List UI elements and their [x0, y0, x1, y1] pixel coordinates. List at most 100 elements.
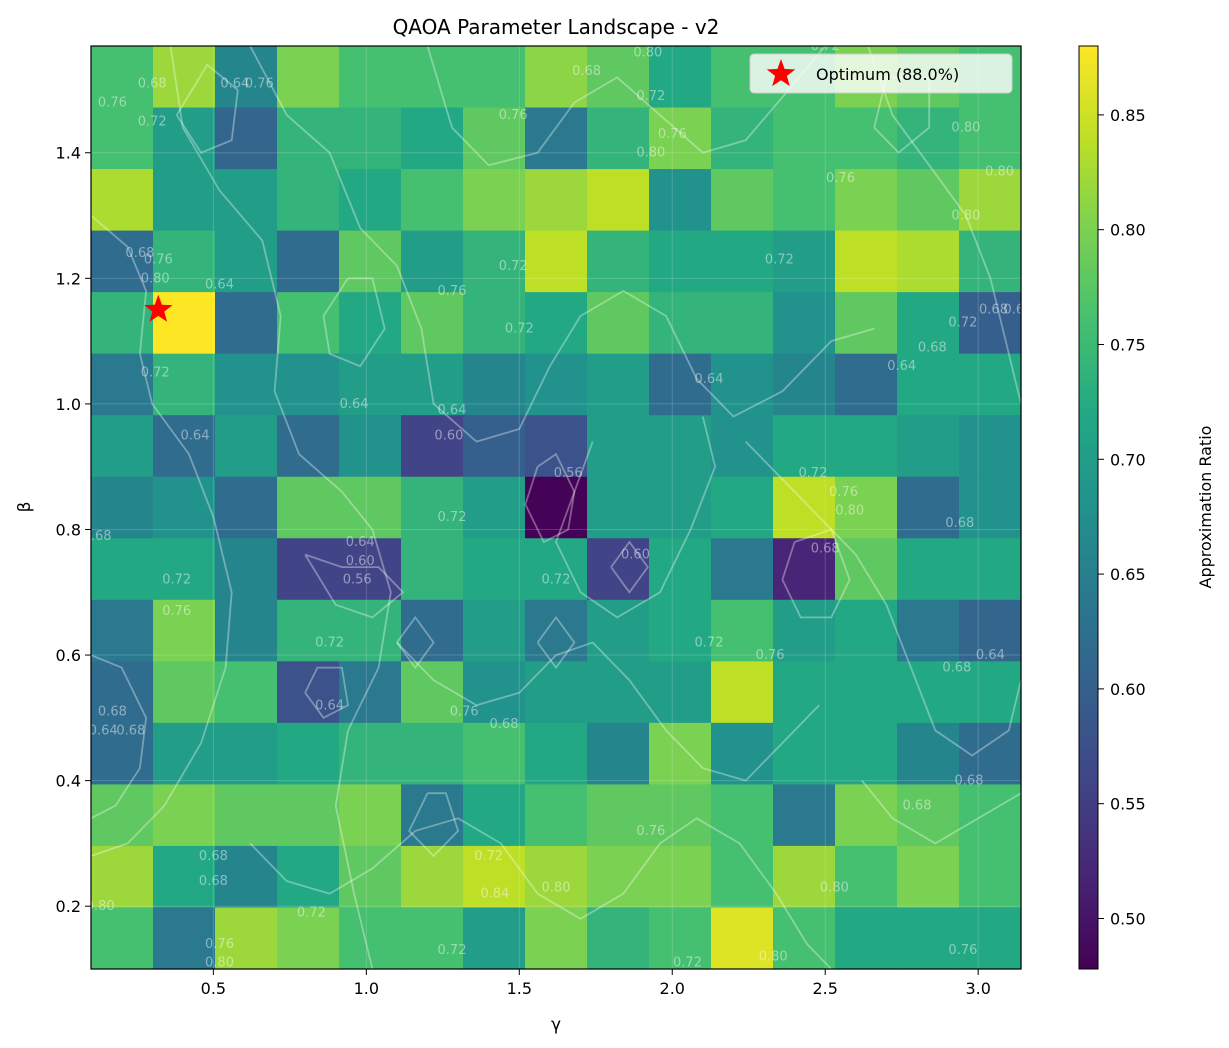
- contour-labels: 0.68 0.760.640.760.720.800.680.720.760.80…: [91, 39, 1032, 971]
- heatmap-cell: [897, 107, 960, 170]
- heatmap-cell: [773, 784, 836, 847]
- contour-label: 0.76: [205, 937, 234, 952]
- heatmap-cell: [525, 722, 588, 785]
- heatmap-cell: [463, 353, 526, 416]
- heatmap-cell: [339, 845, 402, 909]
- heatmap-cell: [587, 907, 650, 970]
- heatmap-cell: [897, 538, 960, 601]
- y-tick-label: 0.4: [56, 772, 81, 791]
- heatmap-cell: [91, 661, 154, 724]
- heatmap-cell: [401, 907, 464, 970]
- heatmap-cell: [649, 661, 712, 724]
- heatmap-cell: [153, 230, 216, 293]
- heatmap-cell: [897, 353, 960, 416]
- heatmap-cell: [773, 476, 836, 539]
- heatmap-cell: [277, 661, 340, 724]
- heatmap-cell: [587, 46, 650, 109]
- heatmap-cell: [711, 169, 774, 232]
- heatmap-cell: [835, 415, 898, 478]
- contour-label: 0.64: [220, 77, 249, 92]
- heatmap-cell: [897, 169, 960, 232]
- heatmap-cell: [711, 599, 774, 662]
- contour-label: 0.72: [315, 636, 344, 651]
- heatmap-cell: [215, 353, 278, 416]
- heatmap-cell: [587, 107, 650, 170]
- heatmap-cell: [711, 538, 774, 601]
- heatmap-cell: [773, 169, 836, 232]
- heatmap-cell: [649, 476, 712, 539]
- heatmap-cell: [711, 107, 774, 170]
- heatmap-cell: [711, 907, 774, 970]
- heatmap-cell: [587, 661, 650, 724]
- heatmap-cell: [587, 538, 650, 601]
- heatmap-cell: [215, 169, 278, 232]
- contour-label: 0.72: [297, 906, 326, 921]
- contour-label: 0.68: [138, 77, 167, 92]
- heatmap-cell: [215, 476, 278, 539]
- contour-label: 0.68: [98, 705, 127, 720]
- contour-label: 0.80: [951, 209, 980, 224]
- legend-star-icon: [766, 59, 796, 87]
- contour-label: 0.76: [144, 253, 173, 268]
- y-tick-label: 0.6: [56, 646, 81, 665]
- heatmap-cell: [339, 722, 402, 785]
- heatmap-cell: [153, 538, 216, 601]
- contour-label: 0.80: [542, 880, 571, 895]
- heatmap-cell: [463, 415, 526, 478]
- contour-label: 0.64: [1003, 303, 1032, 318]
- contour-line: [867, 46, 1021, 405]
- heatmap-cell: [711, 661, 774, 724]
- heatmap-cell: [463, 661, 526, 724]
- contour-line: [175, 63, 239, 154]
- contour-label: 0.76: [826, 171, 855, 186]
- grid: [91, 46, 1021, 969]
- contour-label: 0.72: [636, 89, 665, 104]
- heatmap-cell: [897, 230, 960, 293]
- contour-label: 0.76: [98, 96, 127, 111]
- contour-line: [861, 780, 1021, 845]
- contour-line: [408, 792, 460, 858]
- contour-label: 0.72: [499, 259, 528, 274]
- heatmap-cell: [959, 599, 1022, 662]
- heatmap-cell: [773, 230, 836, 293]
- heatmap-cell: [215, 661, 278, 724]
- contour-line: [610, 540, 649, 594]
- heatmap-cell: [463, 476, 526, 539]
- heatmap-cell: [711, 784, 774, 847]
- heatmap-cell: [401, 599, 464, 662]
- heatmap-cell: [959, 292, 1022, 355]
- heatmap-cell: [835, 784, 898, 847]
- contour-label: 0.72: [799, 466, 828, 481]
- contour-label: 0.72: [948, 315, 977, 330]
- heatmap-cell: [587, 722, 650, 785]
- heatmap-cell: [91, 599, 154, 662]
- y-axis: 0.2 0.4 0.6 0.8 1.0 1.2 1.4: [56, 144, 91, 916]
- heatmap-cell: [835, 599, 898, 662]
- contour-label: 0.80: [951, 121, 980, 136]
- heatmap-cell: [153, 722, 216, 785]
- heatmap-cell: [339, 292, 402, 355]
- heatmap-cell: [525, 599, 588, 662]
- contour-label: 0.64: [315, 698, 344, 713]
- contour-label: 0.68: [979, 303, 1008, 318]
- heatmap-cell: [525, 784, 588, 847]
- heatmap-cell: [153, 292, 216, 355]
- heatmap-cell: [959, 169, 1022, 232]
- heatmap-cell: [587, 415, 650, 478]
- contour-label: 0.64: [887, 359, 916, 374]
- contour-label: 0.72: [811, 39, 840, 54]
- heatmap-cell: [649, 784, 712, 847]
- contour-label: 0.68: [903, 799, 932, 814]
- colorbar-tick-label: 0.80: [1110, 221, 1146, 240]
- heatmap-cell: [525, 353, 588, 416]
- heatmap-cell: [463, 292, 526, 355]
- heatmap-cell: [711, 845, 774, 909]
- heatmap-cell: [153, 353, 216, 416]
- colorbar-tick-label: 0.65: [1110, 565, 1146, 584]
- heatmap-cell: [463, 722, 526, 785]
- contour-label: 0.72: [673, 956, 702, 971]
- optimum-star-icon: [144, 294, 173, 322]
- x-axis: 0.5 1.0 1.5 2.0 2.5 3.0: [201, 969, 991, 998]
- heatmap-cell: [587, 476, 650, 539]
